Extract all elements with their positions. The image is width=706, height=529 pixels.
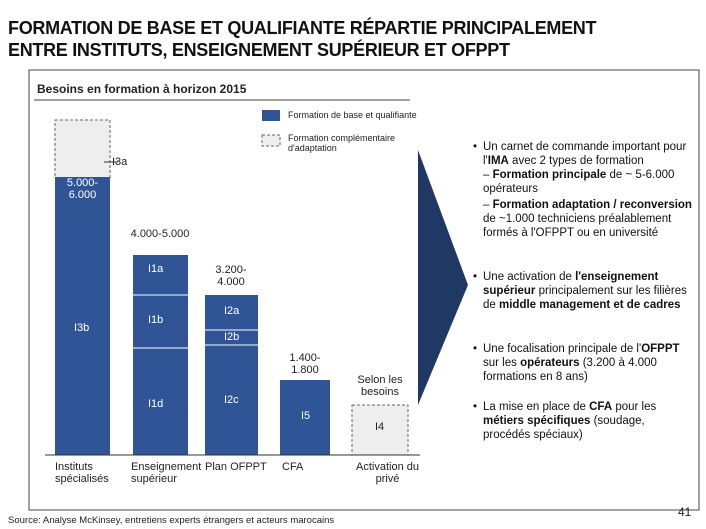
text: CFA [589,401,613,413]
text: Une activation de [483,271,576,283]
bullet: • La mise en place de CFA pour les métier… [473,401,657,441]
segment-label: I4 [375,421,385,433]
text: métiers spécifiques [483,415,591,427]
sub-bullet: – Formation principale de ~ 5-6.000 opér… [483,168,695,196]
text: – [483,169,493,181]
segment-label: I2a [224,305,240,317]
segment-label: I1b [148,314,164,326]
range-label: 3.200-4.000 [215,264,247,288]
title: ENTRE INSTITUTS, ENSEIGNEMENT SUPÉRIEUR … [8,40,510,60]
text: middle management et de cadres [499,299,681,311]
category-label: Instituts spécialisés [55,461,109,485]
bullet: • Un carnet de commande important pour l'… [473,141,687,167]
segment-label: I3b [74,322,90,334]
text: – [483,199,493,211]
subtitle: Besoins en formation à horizon 2015 [37,82,247,96]
text: de ~ 5-6.000 opérateurs [483,169,675,195]
category-label: Enseignement supérieur [131,461,202,485]
segment-label: I2c [224,394,239,406]
page-number: 41 [678,505,692,519]
text: Un carnet de commande important pour l' [483,141,687,167]
segment-label: I3a [112,156,128,168]
text: (3.200 à 4.000 formations en 8 ans) [483,357,657,383]
range-label: 4.000-5.000 [130,228,190,240]
text: pour les [612,401,657,413]
text: OFPPT [641,343,680,355]
text: La mise en place de [483,401,590,413]
range-label: 5.000-6.000 [55,177,110,201]
text: opérateurs [520,357,580,369]
text: de ~1.000 techniciens préalablement form… [483,213,672,239]
segment-label: I1a [148,263,164,275]
text: l'enseignement supérieur [483,271,659,297]
bullet: • Une focalisation principale de l'OFPPT … [473,343,680,383]
text: (soudage, procédés spéciaux) [483,415,645,441]
category-label: Activation du privé [356,461,419,485]
legend-label: Formation complémentaire d'adaptation [288,133,396,153]
category-label: CFA [282,461,304,473]
range-label: 1.400-1.800 [289,352,321,376]
sub-bullet: – Formation adaptation / reconversion de… [483,198,695,240]
text: IMA [487,155,509,167]
text: principalement sur les filières de [483,285,687,311]
category-label: Plan OFPPT [205,461,267,473]
text: sur les [483,357,521,369]
source: Source: Analyse McKinsey, entretiens exp… [8,515,335,526]
range-label: Selon les besoins [357,374,403,398]
text: Formation principale [492,169,607,181]
segment-label: I1d [148,398,164,410]
legend-label: Formation de base et qualifiante [288,110,417,120]
segment-label: I5 [301,410,311,422]
text: Une focalisation principale de l' [483,343,642,355]
title: FORMATION DE BASE ET QUALIFIANTE RÉPARTI… [8,18,597,38]
segment-label: I2b [224,331,240,343]
text: avec 2 types de formation [508,155,644,167]
text: Formation adaptation / reconversion [492,199,692,211]
bullet: • Une activation de l'enseignement supéri… [473,271,687,311]
